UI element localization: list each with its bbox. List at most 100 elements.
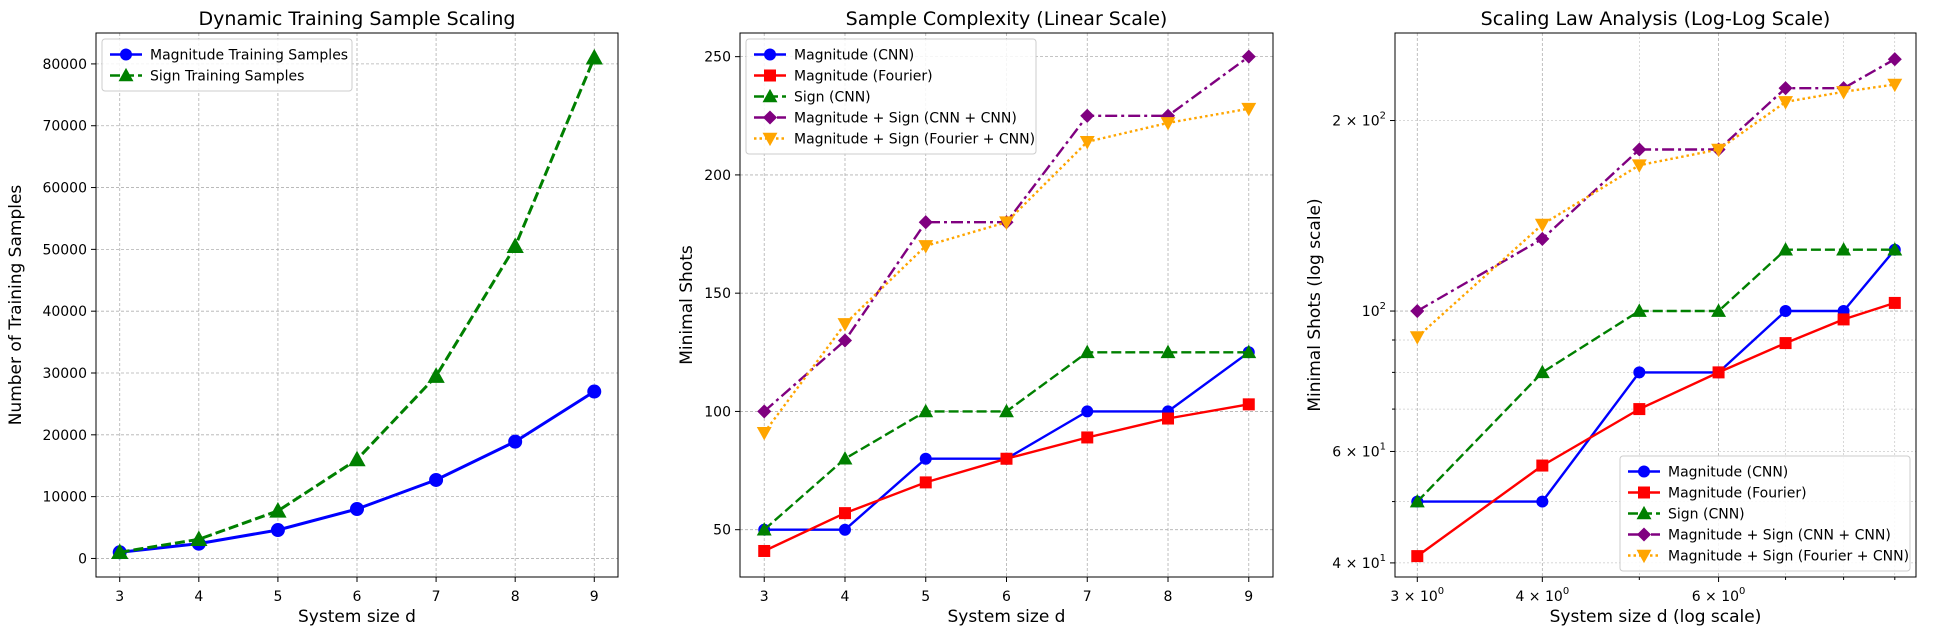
data-point: [1409, 331, 1425, 345]
data-point: [1241, 344, 1257, 359]
data-point: [837, 318, 853, 332]
data-point: [1631, 159, 1647, 173]
legend-label: Sign (CNN): [1668, 507, 1745, 523]
data-point: [1162, 412, 1175, 425]
x-tick-label: 3: [115, 589, 124, 605]
legend-entry-magnitude-cnn: Magnitude (CNN): [754, 48, 914, 64]
chart-panel-2: 3 4 5 6 7 8 9 50 100 150 200 250 Sample Complexity (…: [677, 8, 1274, 627]
data-point: [1241, 49, 1256, 64]
x-tick-label: 9: [590, 589, 599, 605]
y-tick-label: 100: [704, 404, 731, 420]
data-point: [1534, 364, 1550, 379]
legend-marker: [1636, 527, 1652, 542]
legend-entry-magnitude-sign-cnn-cnn: Magnitude + Sign (CNN + CNN): [754, 110, 1017, 127]
x-tick-label: 6: [1002, 589, 1011, 605]
legend-label: Magnitude (CNN): [794, 48, 914, 64]
data-point: [587, 384, 602, 399]
series-sign-cnn: [1409, 242, 1903, 508]
data-point: [1079, 344, 1095, 359]
data-point: [838, 523, 851, 536]
x-tick-label: 6: [353, 589, 362, 605]
legend: Magnitude Training Samples Sign Training …: [101, 38, 353, 92]
data-point: [1779, 337, 1792, 350]
x-tick-label: 3: [760, 589, 769, 605]
y-tick-label: 150: [704, 286, 731, 302]
y-axis-label: Minimal Shots: [677, 245, 697, 365]
data-point: [1711, 303, 1727, 317]
series-magnitude-sign-fourier-cnn: [756, 102, 1257, 441]
data-point: [918, 240, 934, 254]
x-tick-label: 7: [1083, 589, 1092, 605]
data-point: [508, 434, 523, 449]
legend-marker: [118, 67, 134, 82]
x-tick-label: 7: [432, 589, 441, 605]
y-tick-label: 2 × 102: [1332, 111, 1386, 130]
y-tick-label: 30000: [42, 366, 87, 382]
chart-panel-1: 3 4 5 6 7 8 9 0 10000 20000 30000 40000 50000 60000 70…: [6, 8, 619, 627]
data-point: [1779, 305, 1792, 318]
data-point: [999, 216, 1014, 230]
data-point: [1888, 296, 1901, 309]
data-point: [1836, 86, 1852, 100]
y-tick-label: 10000: [42, 490, 87, 506]
legend-box: [1619, 455, 1911, 572]
axis-ticks: 3 4 5 6 7 8 9 50 100 150 200 250: [704, 50, 1253, 605]
data-point: [758, 544, 771, 557]
series-magnitude-fourier: [758, 398, 1255, 557]
y-tick-label: 40000: [42, 304, 87, 320]
data-point: [506, 237, 524, 254]
data-point: [1534, 218, 1550, 233]
legend-marker: [762, 132, 778, 147]
x-tick-label: 9: [1244, 589, 1253, 605]
data-point: [1411, 550, 1424, 563]
data-point: [837, 333, 853, 348]
y-tick-label: 50: [713, 523, 731, 539]
y-tick-label: 50000: [42, 242, 87, 258]
data-point: [1887, 52, 1902, 67]
y-tick-label: 0: [78, 551, 87, 567]
chart-panel-3: 3 × 100 4 × 100 6 × 100 4 × 101 6 × 101 102 2 …: [1305, 8, 1917, 627]
x-tick-label: 4: [841, 589, 850, 605]
data-point: [757, 404, 772, 419]
x-tick-label: 5: [273, 589, 282, 605]
y-tick-label: 102: [1362, 301, 1386, 320]
y-tick-label: 80000: [42, 57, 87, 73]
y-tick-label: 60000: [42, 181, 87, 197]
series-sign-training-samples: [111, 48, 603, 560]
series-magnitude-sign-fourier-cnn: [1409, 78, 1903, 345]
data-point: [348, 450, 366, 467]
data-point: [1836, 242, 1852, 256]
data-point: [270, 523, 285, 538]
data-point: [1633, 366, 1646, 379]
data-point: [427, 367, 445, 383]
data-point: [919, 452, 932, 465]
series-magnitude-fourier: [1411, 296, 1901, 563]
legend-marker: [762, 110, 778, 125]
legend-entry-magnitude-sign-fourier-cnn: Magnitude + Sign (Fourier + CNN): [1628, 549, 1909, 565]
data-point: [1778, 81, 1793, 96]
data-point: [756, 522, 772, 536]
legend-label: Sign Training Samples: [150, 69, 304, 85]
legend-marker: [120, 48, 132, 61]
legend-entry-sign-training-samples: Sign Training Samples: [110, 67, 304, 85]
series-magnitude-training-samples: [112, 384, 602, 560]
legend-entry-magnitude-sign-cnn-cnn: Magnitude + Sign (CNN + CNN): [1628, 527, 1891, 544]
data-point: [350, 502, 364, 516]
legend-marker: [1638, 465, 1650, 478]
data-point: [1160, 117, 1176, 131]
x-tick-label: 4: [194, 589, 203, 605]
legend-entry-magnitude-fourier: Magnitude (Fourier): [1628, 486, 1807, 502]
legend-label: Sign (CNN): [794, 90, 871, 106]
data-point: [1160, 344, 1176, 359]
x-axis-label: System size d: [948, 607, 1066, 627]
data-point: [429, 472, 444, 487]
data-point: [111, 543, 129, 560]
y-axis-label: Minimal Shots (log scale): [1305, 198, 1325, 411]
chart-title: Scaling Law Analysis (Log-Log Scale): [1481, 8, 1831, 30]
legend-label: Magnitude Training Samples: [150, 48, 348, 64]
data-point: [1535, 231, 1550, 246]
legend-label: Magnitude (Fourier): [794, 69, 933, 85]
data-point: [918, 215, 933, 230]
data-point: [918, 403, 934, 418]
